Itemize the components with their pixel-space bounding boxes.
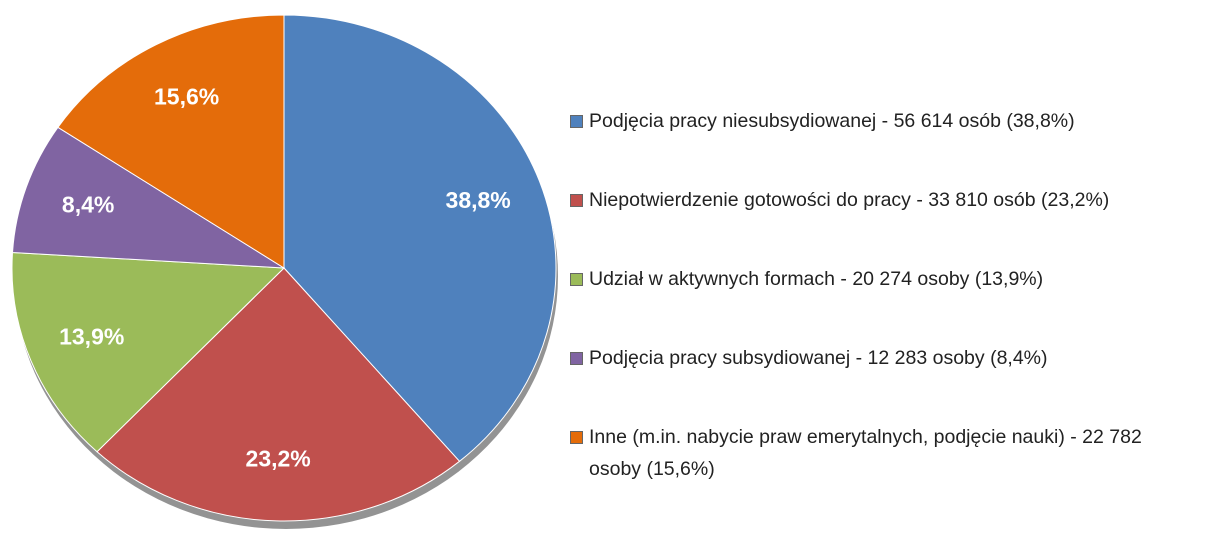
pie-slice bbox=[57, 14, 285, 269]
data-label: 38,8% bbox=[446, 187, 511, 213]
legend-swatch bbox=[570, 352, 583, 365]
pie-slice bbox=[283, 14, 557, 462]
legend-label: Podjęcia pracy subsydiowanej - 12 283 os… bbox=[589, 347, 1048, 369]
data-label: 8,4% bbox=[62, 192, 114, 218]
data-label: 15,6% bbox=[154, 83, 219, 109]
legend-label: Podjęcia pracy niesubsydiowanej - 56 614… bbox=[589, 110, 1075, 132]
legend-entry: Inne (m.in. nabycie praw emerytalnych, p… bbox=[570, 421, 1190, 485]
legend-label: Udział w aktywnych formach - 20 274 osob… bbox=[589, 268, 1044, 290]
legend-entry: Podjęcia pracy subsydiowanej - 12 283 os… bbox=[570, 342, 1190, 374]
legend-entry: Udział w aktywnych formach - 20 274 osob… bbox=[570, 263, 1190, 295]
legend-swatch bbox=[570, 273, 583, 286]
pie-slice bbox=[11, 251, 286, 453]
pie-slice bbox=[96, 267, 461, 522]
legend-entry: Niepotwierdzenie gotowości do pracy - 33… bbox=[570, 184, 1190, 216]
data-label: 13,9% bbox=[59, 324, 124, 350]
legend-swatch bbox=[570, 431, 583, 444]
legend-label: Niepotwierdzenie gotowości do pracy - 33… bbox=[589, 189, 1110, 211]
legend-entry: Podjęcia pracy niesubsydiowanej - 56 614… bbox=[570, 105, 1190, 137]
legend-swatch bbox=[570, 194, 583, 207]
legend-label: Inne (m.in. nabycie praw emerytalnych, p… bbox=[589, 426, 1142, 480]
pie-slice bbox=[11, 126, 285, 269]
data-label: 23,2% bbox=[246, 445, 311, 471]
legend-swatch bbox=[570, 115, 583, 128]
